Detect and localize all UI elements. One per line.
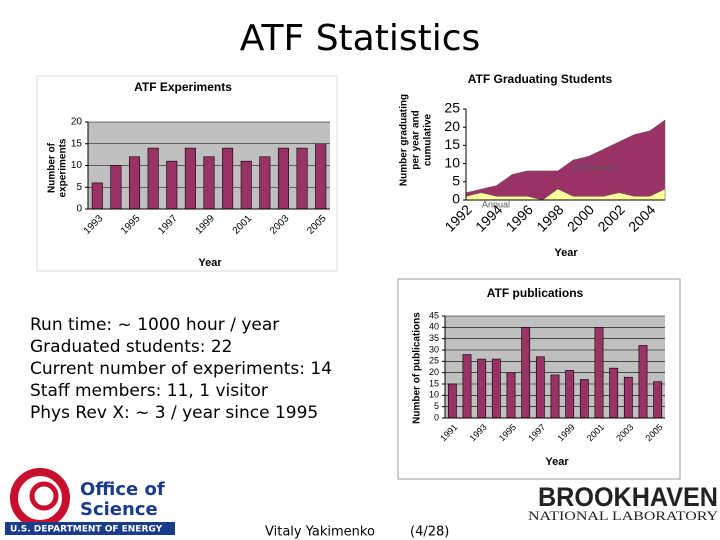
bullet: Phys Rev X: ~ 3 / year since 1995 [30, 403, 318, 423]
y-tick-label: 20 [429, 367, 439, 377]
y-tick-label: 10 [444, 154, 460, 170]
legend-label: Cumulative [572, 162, 617, 172]
bar [129, 156, 141, 210]
y-tick-label: 35 [429, 333, 439, 343]
bar [565, 370, 575, 419]
legend-label: Annual [482, 199, 510, 209]
logo-bar [5, 522, 175, 535]
bullet: Staff members: 11, 1 visitor [30, 381, 268, 401]
logo-text: BROOKHAVEN [538, 482, 718, 512]
author: Vitaly Yakimenko [265, 525, 375, 540]
bar [240, 160, 252, 210]
bar [166, 160, 178, 210]
y-tick-label: 40 [429, 322, 439, 332]
bar [259, 156, 271, 210]
x-axis-label: Year [545, 456, 569, 468]
bullet: Run time: ~ 1000 hour / year [30, 315, 279, 335]
bar [222, 147, 234, 210]
chart-title: ATF Graduating Students [468, 72, 613, 86]
bar [477, 358, 487, 419]
y-axis-label: Number graduating [399, 94, 410, 186]
y-tick-label: 5 [434, 401, 439, 411]
bullet-list: Run time: ~ 1000 hour / year Graduated s… [30, 315, 332, 423]
y-tick-label: 30 [429, 344, 439, 354]
y-tick-label: 15 [71, 138, 83, 149]
bar [535, 356, 545, 419]
logo-text: U.S. DEPARTMENT OF ENERGY [10, 525, 163, 535]
y-tick-label: 10 [71, 160, 83, 171]
bar [277, 147, 289, 210]
bar [147, 147, 159, 210]
bar [447, 383, 457, 419]
y-tick-label: 45 [429, 310, 439, 320]
logo-text: Office of [80, 479, 165, 500]
bar [609, 367, 619, 419]
bar [550, 374, 560, 419]
bullet: Current number of experiments: 14 [30, 359, 332, 379]
y-tick-label: 15 [444, 136, 460, 152]
slide-title: ATF Statistics [240, 18, 481, 59]
chart-title: ATF publications [487, 286, 584, 300]
y-tick-label: 0 [452, 191, 460, 207]
bar [623, 376, 633, 419]
area [465, 119, 666, 201]
bar [506, 372, 516, 419]
y-tick-label: 20 [71, 117, 83, 128]
y-tick-label: 25 [429, 356, 439, 366]
bar [462, 354, 472, 419]
y-tick-label: 5 [452, 173, 460, 189]
brookhaven-logo: BROOKHAVEN NATIONAL LABORATORY [528, 482, 719, 523]
y-tick-label: 0 [76, 204, 82, 215]
bar [594, 327, 604, 419]
logo-text: Science [80, 499, 158, 520]
y-tick-label: 5 [76, 182, 82, 193]
bar [521, 327, 531, 419]
x-axis-label: Year [554, 247, 578, 259]
bar [91, 182, 103, 210]
office-of-science-logo: Office of Science U.S. DEPARTMENT OF ENE… [5, 468, 175, 535]
bar [491, 358, 501, 419]
bar [579, 379, 589, 419]
bar [296, 147, 308, 210]
bullet: Graduated students: 22 [30, 337, 233, 357]
area [465, 188, 666, 201]
bar [638, 345, 648, 419]
bar [315, 143, 327, 210]
y-axis-label: per year and [411, 110, 422, 169]
x-axis-label: Year [198, 257, 222, 269]
y-tick-label: 15 [429, 378, 439, 388]
chart: ATF Experiments Year Number of experiments 0… [47, 80, 330, 269]
y-axis-label: experiments [58, 138, 69, 197]
y-axis-label: Number of publications [412, 312, 423, 424]
bar [203, 156, 215, 210]
y-tick-label: 25 [444, 100, 460, 116]
y-tick-label: 0 [434, 412, 439, 422]
y-axis-label: Number of [47, 142, 58, 193]
y-tick-label: 20 [444, 118, 460, 134]
logo-swirl [29, 481, 59, 511]
page-number: (4/28) [410, 525, 449, 540]
chart-title: ATF Experiments [134, 80, 232, 94]
bar [653, 381, 663, 419]
y-tick-label: 10 [429, 390, 439, 400]
chart: ATF publications Year Number of publicatio… [412, 286, 665, 468]
y-axis-label: cumulative [423, 113, 434, 166]
bar [184, 147, 196, 210]
bar [110, 165, 122, 210]
logo-text: NATIONAL LABORATORY [528, 508, 719, 523]
